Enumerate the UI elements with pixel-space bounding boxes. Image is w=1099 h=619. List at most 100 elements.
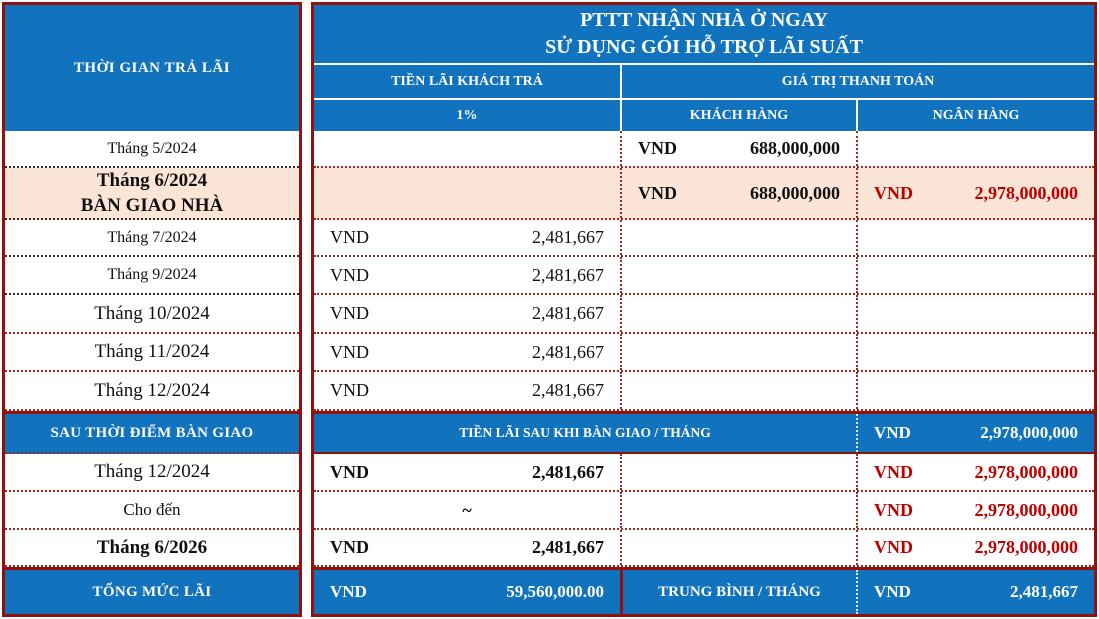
currency-label: VND [874, 461, 913, 482]
total-label-cell: TỔNG MỨC LÃI [5, 567, 299, 614]
currency-label: VND [330, 461, 369, 482]
currency-label: VND [330, 537, 369, 557]
currency-label: VND [874, 182, 913, 203]
section-row: TIỀN LÃI SAU KHI BÀN GIAO / THÁNG VND 2,… [314, 411, 1094, 454]
time-row: Tháng 11/2024 [5, 334, 299, 372]
total-bank-cell: VND 2,481,667 [856, 570, 1094, 614]
time-label: Tháng 9/2024 [107, 266, 197, 283]
currency-label: VND [330, 227, 369, 247]
time-row: Tháng 12/2024 [5, 454, 299, 492]
amount-row: VND 2,481,667 [314, 334, 1094, 372]
interest-cell: VND 2,481,667 [314, 295, 620, 332]
interest-cell: VND 2,481,667 [314, 257, 620, 293]
interest-cell: VND 2,481,667 [314, 530, 620, 565]
customer-cell [620, 530, 856, 565]
currency-label: VND [874, 537, 913, 557]
amount-value: 2,978,000,000 [974, 537, 1079, 557]
time-label: Tháng 6/2026 [96, 536, 208, 558]
customer-cell [620, 372, 856, 409]
amount-row: ~ VND 2,978,000,000 [314, 492, 1094, 530]
amount-value: 2,481,667 [532, 341, 604, 362]
time-rows-before-handover: Tháng 5/2024 Tháng 6/2024 BÀN GIAO NHÀ Thán… [5, 131, 299, 411]
bank-cell: VND 2,978,000,000 [856, 168, 1094, 218]
bank-cell: VND 2,978,000,000 [856, 492, 1094, 528]
time-row: Tháng 7/2024 [5, 220, 299, 257]
time-label: Tháng 7/2024 [107, 228, 197, 246]
customer-cell: VND 688,000,000 [620, 131, 856, 166]
amount-value: 2,978,000,000 [980, 423, 1078, 442]
bank-cell [856, 220, 1094, 255]
amounts-table: PTTT NHẬN NHÀ Ở NGAY SỬ DỤNG GÓI HỖ TRỢ … [311, 2, 1097, 617]
amount-row: VND 2,481,667 [314, 295, 1094, 334]
amount-value: 2,481,667 [532, 264, 604, 285]
section-header-time: SAU THỜI ĐIỂM BÀN GIAO [5, 411, 299, 454]
customer-cell: VND 688,000,000 [620, 168, 856, 218]
tilde-placeholder: ~ [462, 499, 472, 520]
amount-value: 2,481,667 [532, 227, 604, 247]
time-sublabel: BÀN GIAO NHÀ [80, 195, 224, 216]
table-title-line1: PTTT NHẬN NHÀ Ở NGAY [580, 9, 828, 31]
amount-row: VND 2,481,667 [314, 372, 1094, 411]
total-average-label: TRUNG BÌNH / THÁNG [620, 570, 856, 614]
customer-cell [620, 334, 856, 370]
group-header-row: TIỀN LÃI KHÁCH TRẢ GIÁ TRỊ THANH TOÁN [314, 65, 1094, 98]
total-row: VND 59,560,000.00 TRUNG BÌNH / THÁNG VND… [314, 567, 1094, 614]
time-rows-after-handover: Tháng 12/2024 Cho đến Tháng 6/2026 [5, 454, 299, 567]
payment-group-header: GIÁ TRỊ THANH TOÁN [620, 65, 1094, 98]
currency-label: VND [638, 182, 677, 203]
interest-group-header: TIỀN LÃI KHÁCH TRẢ [391, 73, 543, 89]
amount-value: 2,978,000,000 [974, 182, 1079, 203]
time-row: Tháng 6/2024 BÀN GIAO NHÀ [5, 168, 299, 220]
interest-cell: ~ [314, 492, 620, 528]
bank-cell: VND 2,978,000,000 [856, 530, 1094, 565]
bank-column-header: NGÂN HÀNG [856, 100, 1094, 131]
amount-rows-after-handover: VND 2,481,667 VND 2,978,000,000 ~ VND 2,978,00… [314, 454, 1094, 567]
time-label: Tháng 12/2024 [94, 379, 210, 401]
amount-row: VND 2,481,667 VND 2,978,000,000 [314, 530, 1094, 567]
currency-label: VND [330, 582, 367, 601]
amount-value: 2,481,667 [532, 303, 604, 323]
currency-label: VND [874, 582, 911, 601]
interest-cell: VND 2,481,667 [314, 220, 620, 255]
bank-cell [856, 372, 1094, 409]
time-row: Tháng 5/2024 [5, 131, 299, 168]
table-title-line2: SỬ DỤNG GÓI HỖ TRỢ LÃI SUẤT [545, 36, 863, 58]
interest-cell: VND 2,481,667 [314, 372, 620, 409]
bank-cell [856, 131, 1094, 166]
customer-cell [620, 220, 856, 255]
amount-value: 59,560,000.00 [506, 582, 604, 601]
time-label: Tháng 12/2024 [94, 461, 210, 482]
currency-label: VND [330, 264, 369, 285]
amount-value: 688,000,000 [750, 138, 840, 158]
currency-label: VND [330, 303, 369, 323]
section-row-label: TIỀN LÃI SAU KHI BÀN GIAO / THÁNG [459, 425, 711, 440]
time-label: Tháng 11/2024 [94, 341, 210, 362]
amount-row: VND 2,481,667 VND 2,978,000,000 [314, 454, 1094, 492]
time-row: Tháng 9/2024 [5, 257, 299, 295]
amount-row: VND 2,481,667 [314, 220, 1094, 257]
amount-value: 2,481,667 [532, 380, 604, 400]
time-label: Cho đến [123, 500, 181, 519]
customer-cell [620, 492, 856, 528]
time-row: Tháng 10/2024 [5, 295, 299, 334]
customer-column-header: KHÁCH HÀNG [620, 100, 856, 131]
currency-label: VND [330, 341, 369, 362]
interest-cell [314, 131, 620, 166]
time-table: THỜI GIAN TRẢ LÃI Tháng 5/2024 Tháng 6/20… [2, 2, 302, 617]
section-bank-cell: VND 2,978,000,000 [856, 414, 1094, 452]
amount-value: 688,000,000 [750, 182, 840, 203]
time-column-header: THỜI GIAN TRẢ LÃI [5, 5, 299, 131]
currency-label: VND [874, 499, 913, 520]
time-label: Tháng 10/2024 [94, 302, 210, 324]
interest-cell [314, 168, 620, 218]
bank-cell [856, 295, 1094, 332]
customer-cell [620, 454, 856, 490]
time-label: Tháng 6/2024 [96, 170, 208, 191]
time-row: Tháng 6/2026 [5, 530, 299, 567]
amount-row: VND 688,000,000 VND 2,978,000,000 [314, 168, 1094, 220]
currency-label: VND [330, 380, 369, 400]
amount-row: VND 688,000,000 [314, 131, 1094, 168]
table-title: PTTT NHẬN NHÀ Ở NGAY SỬ DỤNG GÓI HỖ TRỢ … [314, 5, 1094, 65]
bank-cell [856, 334, 1094, 370]
